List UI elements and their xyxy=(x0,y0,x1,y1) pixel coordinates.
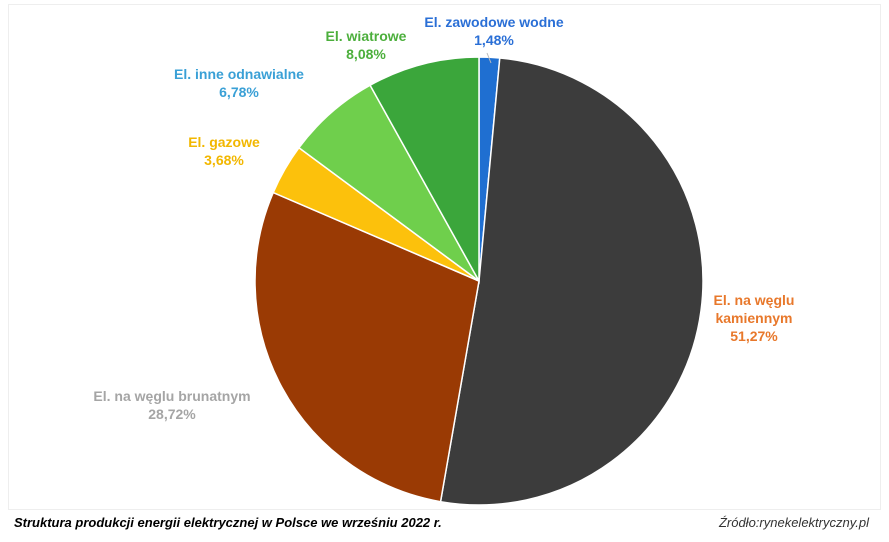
chart-caption: Struktura produkcji energii elektrycznej… xyxy=(14,515,442,530)
pie-slices xyxy=(254,56,704,506)
slice-label-name: El. gazowe xyxy=(188,134,260,150)
slice-label-value: 28,72% xyxy=(148,406,196,422)
slice-label-wiatrowe: El. wiatrowe 8,08% xyxy=(311,27,421,63)
pie-slice-2 xyxy=(439,57,704,506)
slice-label-name: El. wiatrowe xyxy=(325,28,407,44)
slice-label-name: El. inne odnawialne xyxy=(174,66,304,82)
slice-label-value: 1,48% xyxy=(474,32,514,48)
slice-label-zawodowe-wodne: El. zawodowe wodne 1,48% xyxy=(409,13,579,49)
pie-slice-3 xyxy=(254,191,480,503)
slice-label-wegiel-brunatny: El. na węglu brunatnym 28,72% xyxy=(67,387,277,423)
slice-label-name: El. na węglu brunatnym xyxy=(93,388,251,404)
slice-label-value: 3,68% xyxy=(204,152,244,168)
pie-chart xyxy=(254,52,704,506)
leader-line xyxy=(486,52,492,64)
slice-label-value: 6,78% xyxy=(219,84,259,100)
slice-label-inne-odnawialne: El. inne odnawialne 6,78% xyxy=(154,65,324,101)
slice-label-name: El. na węglu xyxy=(713,292,795,308)
slice-label-value: 51,27% xyxy=(730,328,778,344)
pie-slice-6 xyxy=(369,56,480,284)
slice-label-name: kamiennym xyxy=(715,310,793,326)
slice-label-value: 8,08% xyxy=(346,46,386,62)
chart-panel: El. zawodowe wodne 1,48% El. na węglu ka… xyxy=(8,4,881,510)
slice-label-name: El. zawodowe wodne xyxy=(424,14,564,30)
slice-label-wegiel-kamienny: El. na węglu kamiennym 51,27% xyxy=(694,291,814,345)
slice-label-gazowe: El. gazowe 3,68% xyxy=(169,133,279,169)
chart-source: Źródło:rynekelektryczny.pl xyxy=(718,515,869,530)
